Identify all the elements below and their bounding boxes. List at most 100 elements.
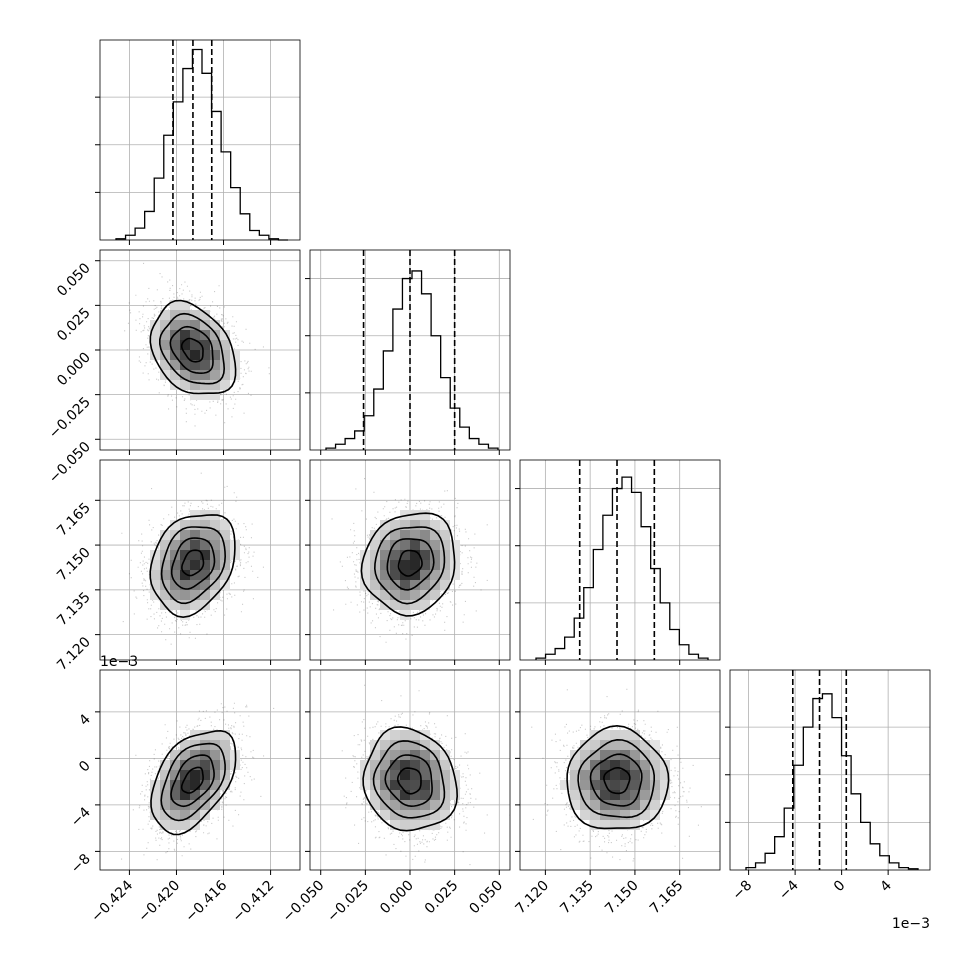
density-cell <box>390 740 400 750</box>
density-cell <box>390 560 400 570</box>
density-cell <box>400 740 410 750</box>
density-panel <box>305 669 511 875</box>
density-cell <box>370 540 380 550</box>
density-cell <box>170 320 180 330</box>
contour-line <box>149 514 236 619</box>
density-cell <box>200 780 210 790</box>
density-cell <box>420 530 430 540</box>
density-cell <box>420 510 430 520</box>
density-cell <box>420 560 430 570</box>
density-cell <box>200 730 210 740</box>
density-cell <box>160 310 170 320</box>
density-cell <box>630 740 640 750</box>
density-cell <box>610 810 620 820</box>
contour-line <box>170 537 216 590</box>
density-cell <box>400 810 410 820</box>
density-cell <box>190 770 200 780</box>
density-cell <box>420 800 430 810</box>
x-tick-label: 0.025 <box>422 878 462 918</box>
density-cell <box>160 350 170 360</box>
density-cell <box>170 570 180 580</box>
density-cell <box>580 790 590 800</box>
contour-line <box>180 337 204 363</box>
density-cell <box>220 520 230 530</box>
density-cell <box>210 570 220 580</box>
density-cell <box>630 760 640 770</box>
density-cell <box>160 580 170 590</box>
density-cell <box>180 550 190 560</box>
x-tick-label: 0.050 <box>466 878 506 918</box>
x-tick-label: −0.050 <box>280 878 328 926</box>
density-cell <box>230 350 240 360</box>
density-cell <box>380 550 390 560</box>
density-cell <box>410 820 420 830</box>
x-tick-label: −8 <box>730 878 756 904</box>
density-cell <box>210 330 220 340</box>
density-cell <box>160 320 170 330</box>
density-cell <box>450 540 460 550</box>
density-cell <box>190 520 200 530</box>
x-tick-label: −4 <box>776 877 802 903</box>
density-cell <box>210 560 220 570</box>
density-cell <box>630 820 640 830</box>
density-cell <box>620 820 630 830</box>
density-cell <box>440 800 450 810</box>
density-panel <box>515 669 721 875</box>
density-cell <box>400 730 410 740</box>
density-cell <box>390 600 400 610</box>
density-cell <box>150 350 160 360</box>
density-cell <box>450 790 460 800</box>
density-cell <box>200 550 210 560</box>
density-cell <box>590 740 600 750</box>
density-cell <box>420 780 430 790</box>
density-cell <box>380 770 390 780</box>
density-cell <box>170 360 180 370</box>
density-cell <box>200 530 210 540</box>
density-cell <box>190 350 200 360</box>
density-cell <box>370 550 380 560</box>
histogram-step <box>745 693 919 870</box>
density-cell <box>170 520 180 530</box>
density-cell <box>420 600 430 610</box>
density-cell <box>180 380 190 390</box>
x-tick-label: −0.424 <box>88 877 136 925</box>
density-cell <box>400 550 410 560</box>
density-content <box>124 262 270 427</box>
density-cell <box>610 820 620 830</box>
density-cell <box>580 780 590 790</box>
y-tick-label: 7.150 <box>54 545 94 585</box>
density-cell <box>220 560 230 570</box>
density-cell <box>160 770 170 780</box>
density-cell <box>580 760 590 770</box>
y-tick-label: −0.050 <box>46 439 94 487</box>
density-cell <box>410 570 420 580</box>
density-cell <box>180 760 190 770</box>
density-cell <box>600 790 610 800</box>
density-cell <box>400 780 410 790</box>
density-cell <box>160 540 170 550</box>
density-panel <box>95 669 301 875</box>
density-cell <box>600 750 610 760</box>
density-cell <box>190 380 200 390</box>
density-cell <box>650 760 660 770</box>
density-cell <box>590 750 600 760</box>
density-cell <box>650 780 660 790</box>
density-cell <box>180 370 190 380</box>
contour-line <box>577 738 655 819</box>
density-cell <box>180 320 190 330</box>
density-cell <box>390 750 400 760</box>
density-cell <box>390 530 400 540</box>
y-tick-label: 7.120 <box>54 634 94 674</box>
density-cell <box>410 590 420 600</box>
density-cell <box>180 530 190 540</box>
y-tick-label: −8 <box>68 851 94 877</box>
density-cell <box>380 780 390 790</box>
density-cell <box>600 800 610 810</box>
density-cell <box>570 760 580 770</box>
density-cell <box>180 300 190 310</box>
density-cell <box>160 560 170 570</box>
density-cell <box>620 770 630 780</box>
density-cell <box>210 360 220 370</box>
density-cell <box>380 520 390 530</box>
